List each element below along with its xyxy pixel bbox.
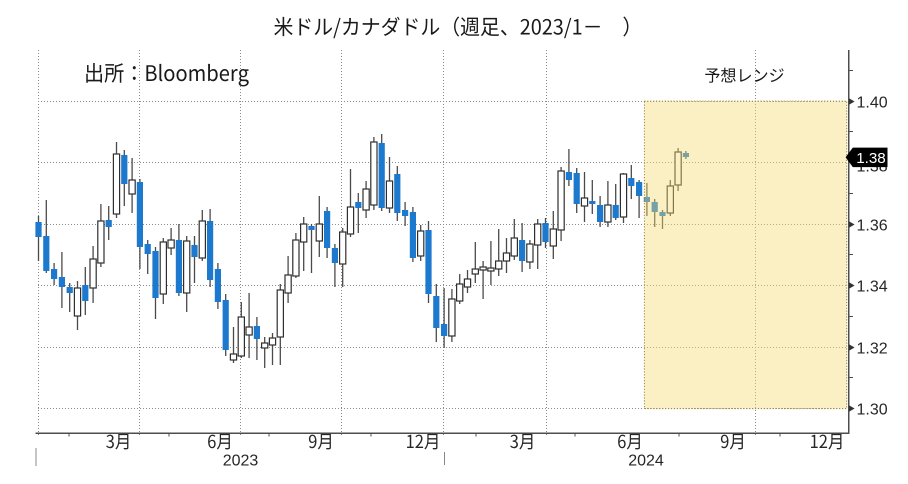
svg-text:1.40: 1.40: [857, 94, 888, 111]
svg-text:2024: 2024: [628, 453, 664, 470]
svg-text:1.30: 1.30: [857, 401, 888, 418]
svg-text:1.32: 1.32: [857, 340, 888, 357]
svg-text:1.38: 1.38: [856, 150, 886, 167]
svg-text:2023: 2023: [223, 453, 259, 470]
svg-text:1.34: 1.34: [857, 278, 888, 295]
svg-text:1.36: 1.36: [857, 217, 888, 234]
